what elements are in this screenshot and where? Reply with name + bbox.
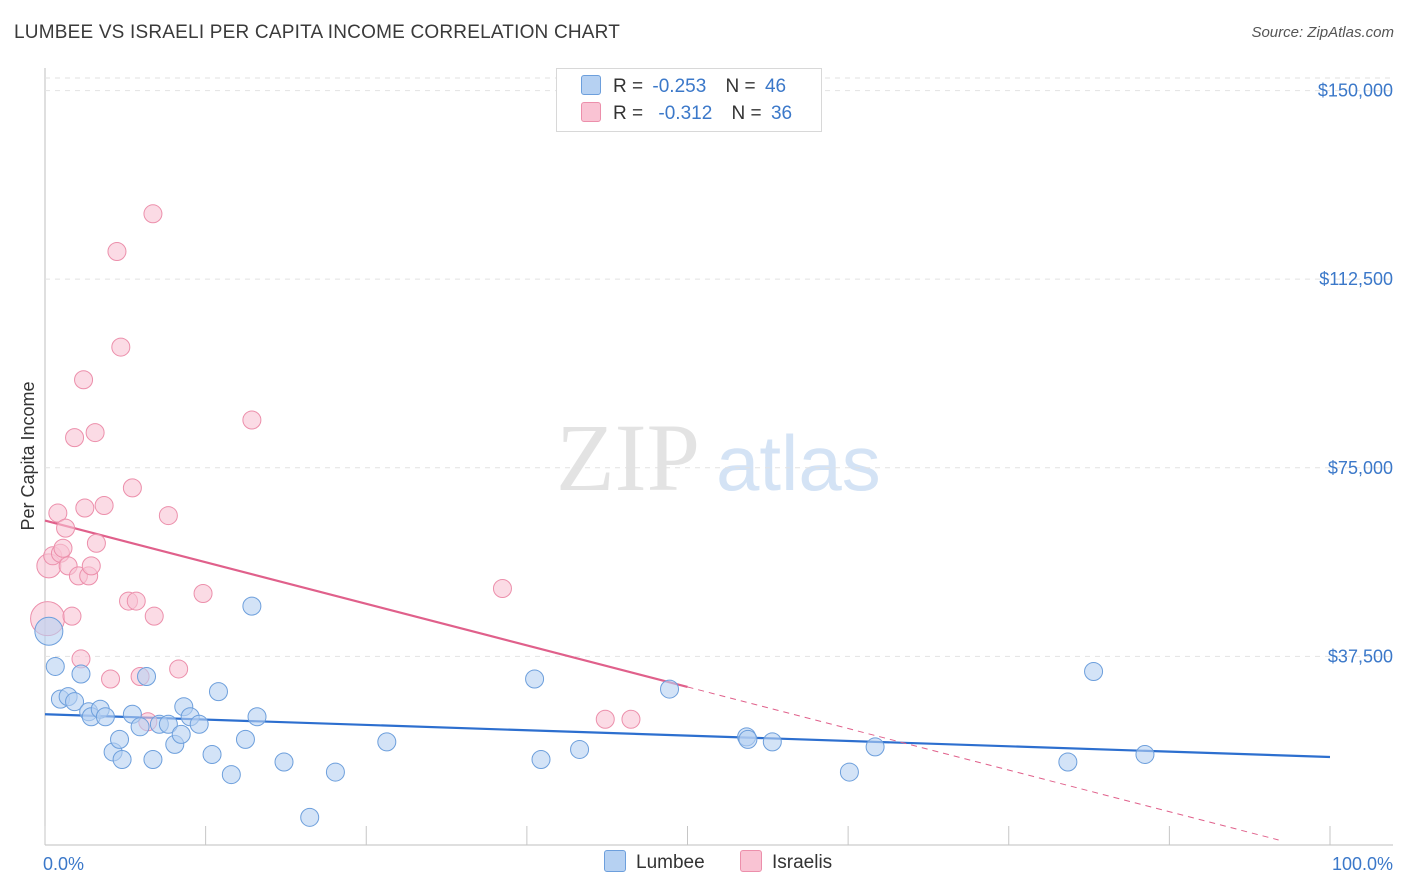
point-lumbee-28 — [242, 596, 262, 616]
point-lumbee-18 — [158, 714, 178, 734]
chart-source: Source: ZipAtlas.com — [1251, 24, 1394, 41]
point-israelis-33 — [492, 578, 512, 598]
point-israelis-12 — [74, 370, 94, 390]
series-legend-lumbee: Lumbee — [604, 850, 705, 874]
watermark: ZIP atlas — [556, 404, 881, 511]
point-lumbee-34 — [525, 669, 545, 689]
point-lumbee-39 — [738, 729, 758, 749]
y-tick-labels: $37,500 $75,000 $112,500 $150,000 — [1318, 81, 1393, 667]
point-israelis-19 — [101, 669, 121, 689]
lumbee-r-value: -0.253 — [652, 76, 707, 97]
point-lumbee-40 — [762, 732, 782, 752]
point-israelis-9 — [65, 428, 85, 448]
israelis-legend-swatch — [740, 850, 762, 872]
lumbee-n-value: 46 — [764, 76, 787, 97]
data-points — [30, 204, 1155, 827]
point-israelis-15 — [81, 556, 101, 576]
point-lumbee-4 — [65, 692, 85, 712]
point-lumbee-12 — [112, 749, 132, 769]
series-legend-israelis: Israelis — [740, 850, 832, 874]
point-israelis-23 — [122, 478, 142, 498]
point-israelis-30 — [169, 659, 189, 679]
trend-line-extension-israelis — [687, 686, 1279, 841]
point-israelis-13 — [75, 498, 95, 518]
legend-row-israelis: R = -0.312 N = 36 — [581, 102, 792, 126]
point-lumbee-14 — [130, 717, 150, 737]
point-israelis-6 — [56, 518, 76, 538]
lumbee-swatch — [581, 75, 601, 95]
point-lumbee-16 — [143, 749, 163, 769]
point-lumbee-20 — [171, 724, 191, 744]
point-israelis-16 — [85, 423, 105, 443]
point-lumbee-26 — [221, 765, 241, 785]
point-israelis-5 — [53, 538, 73, 558]
watermark-atlas: atlas — [716, 419, 881, 507]
point-lumbee-42 — [865, 737, 885, 757]
point-israelis-34 — [595, 709, 615, 729]
israelis-r-value: -0.312 — [658, 103, 713, 124]
point-israelis-32 — [242, 410, 262, 430]
chart-title: LUMBEE VS ISRAELI PER CAPITA INCOME CORR… — [14, 22, 621, 43]
point-israelis-28 — [144, 606, 164, 626]
point-israelis-3 — [48, 503, 68, 523]
point-lumbee-43 — [1058, 752, 1078, 772]
point-lumbee-15 — [137, 667, 157, 687]
y-axis-label: Per Capita Income — [18, 381, 38, 530]
correlation-legend: R = -0.253 N = 46 R = -0.312 N = 36 — [556, 68, 822, 132]
point-israelis-24 — [126, 591, 146, 611]
point-lumbee-5 — [71, 664, 91, 684]
lumbee-legend-label: Lumbee — [636, 852, 705, 873]
point-israelis-31 — [193, 584, 213, 604]
israelis-r-label: R = — [613, 103, 644, 124]
point-lumbee-44 — [1084, 661, 1104, 681]
y-tick-label-1: $75,000 — [1328, 458, 1393, 478]
lumbee-legend-swatch — [604, 850, 626, 872]
point-lumbee-27 — [235, 729, 255, 749]
point-israelis-8 — [62, 606, 82, 626]
point-lumbee-45 — [1135, 744, 1155, 764]
israelis-swatch — [581, 102, 601, 122]
y-tick-label-2: $112,500 — [1319, 269, 1393, 289]
point-lumbee-30 — [274, 752, 294, 772]
point-israelis-21 — [111, 337, 131, 357]
point-lumbee-11 — [110, 729, 130, 749]
point-israelis-17 — [86, 533, 106, 553]
legend-row-lumbee: R = -0.253 N = 46 — [581, 75, 786, 99]
israelis-n-value: 36 — [770, 103, 793, 124]
y-tick-label-3: $150,000 — [1318, 81, 1393, 101]
point-israelis-35 — [621, 709, 641, 729]
point-lumbee-33 — [377, 732, 397, 752]
watermark-zip: ZIP — [556, 404, 700, 511]
point-lumbee-9 — [95, 707, 115, 727]
point-lumbee-1 — [45, 656, 65, 676]
lumbee-r-label: R = — [613, 76, 644, 97]
trend-line-israelis — [44, 519, 688, 689]
point-israelis-27 — [143, 204, 163, 224]
point-lumbee-35 — [531, 749, 551, 769]
x-ticks — [44, 826, 1331, 845]
point-lumbee-0 — [34, 616, 64, 646]
point-lumbee-31 — [300, 807, 320, 827]
point-lumbee-23 — [189, 714, 209, 734]
lumbee-n-label: N = — [725, 76, 756, 97]
gridlines — [45, 77, 1393, 657]
point-lumbee-25 — [208, 682, 228, 702]
point-lumbee-29 — [247, 707, 267, 727]
point-israelis-20 — [107, 242, 127, 262]
israelis-legend-label: Israelis — [772, 852, 833, 873]
point-lumbee-24 — [202, 744, 222, 764]
point-lumbee-37 — [660, 679, 680, 699]
x-tick-label-max: 100.0% — [1332, 854, 1393, 874]
trend-lines — [44, 519, 1331, 841]
point-lumbee-41 — [839, 762, 859, 782]
y-tick-label-0: $37,500 — [1328, 646, 1393, 666]
point-lumbee-36 — [570, 739, 590, 759]
point-lumbee-32 — [325, 762, 345, 782]
point-israelis-18 — [94, 496, 114, 516]
point-israelis-29 — [158, 506, 178, 526]
x-tick-label-min: 0.0% — [43, 854, 84, 874]
israelis-n-label: N = — [731, 103, 762, 124]
